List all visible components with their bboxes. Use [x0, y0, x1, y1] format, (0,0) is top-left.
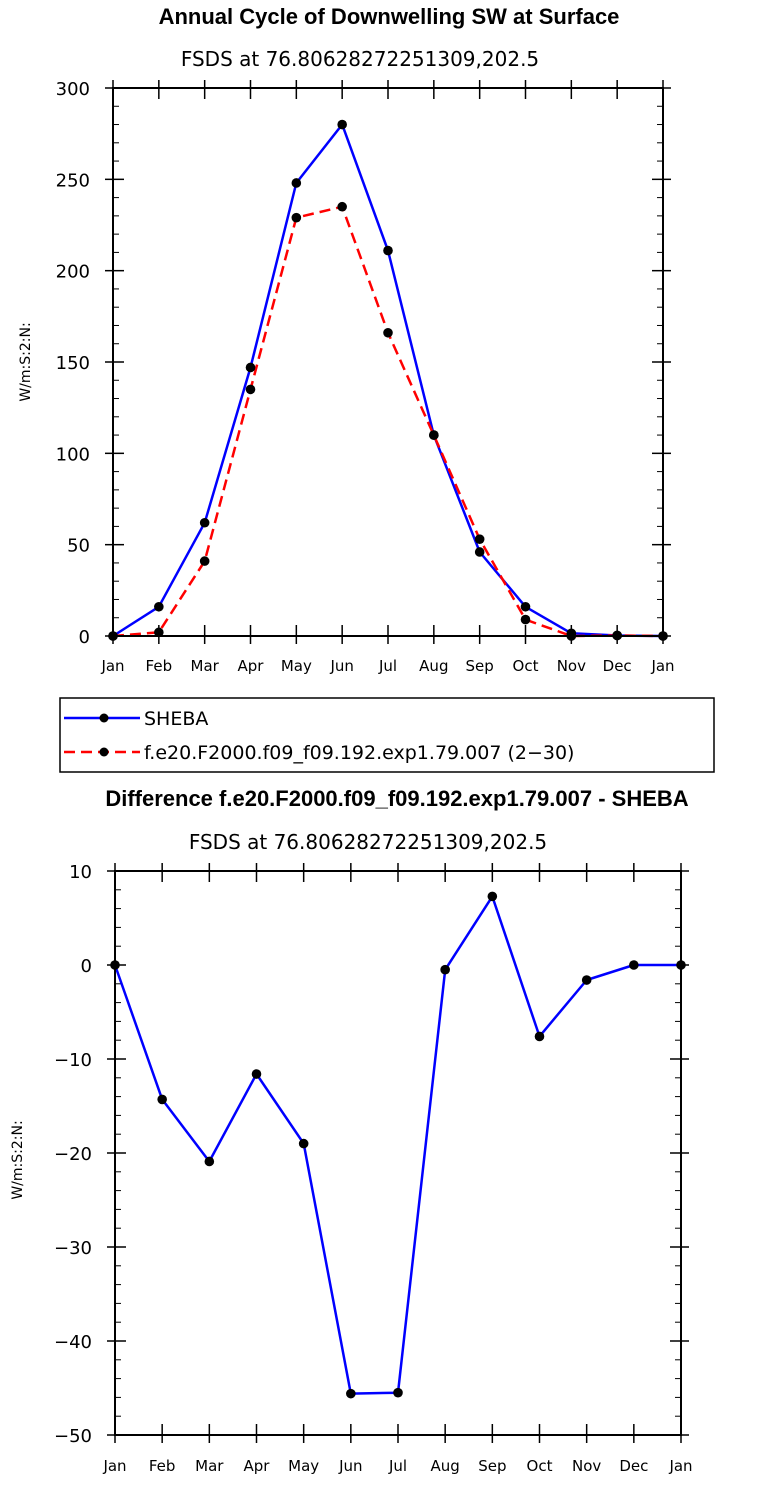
bottom-chart-xtick-label: Feb: [149, 1457, 176, 1475]
bottom-chart-series-0-point: [157, 1094, 167, 1105]
legend-marker-model: [99, 747, 109, 757]
top-chart-xtick-label: Mar: [191, 657, 220, 675]
top-chart-series-0-point: [245, 362, 256, 373]
bottom-chart-y-axis-label: W/m:S:2:N:: [10, 1120, 26, 1199]
legend-box: [59, 697, 715, 773]
top-chart-series-1-point: [520, 614, 531, 625]
bottom-chart-series-0-point: [534, 1031, 545, 1042]
top-chart-xtick-label: Jan: [100, 657, 124, 675]
bottom-chart-xtick-label: Aug: [431, 1457, 460, 1475]
bottom-chart-xtick-label: Jul: [388, 1457, 407, 1475]
top-chart-series-1-point: [199, 556, 210, 566]
top-chart-series-0-point: [337, 119, 347, 130]
bottom-chart-ytick-label: −40: [54, 1332, 92, 1353]
bottom-chart-series-0-point: [251, 1069, 262, 1079]
top-chart-series-0-point: [383, 245, 393, 256]
top-chart-series-1-line: [112, 205, 664, 638]
bottom-chart-xtick-label: Jan: [668, 1457, 692, 1475]
bottom-chart-ytick-label: −20: [54, 1144, 92, 1165]
top-chart-series-1-point: [337, 201, 347, 212]
legend-entry-model: f.e20.F2000.f09_f09.192.exp1.79.007 (2−3…: [64, 742, 574, 764]
bottom-chart-series-0-point: [440, 964, 450, 975]
top-chart-subtitle: FSDS at 76.80628272251309,202.5: [181, 47, 539, 71]
top-chart-series-1-point: [291, 212, 302, 223]
top-chart-xtick-label: Dec: [603, 657, 632, 675]
bottom-chart-xtick-label: May: [288, 1457, 319, 1475]
bottom-chart-series-0-point: [346, 1388, 356, 1399]
bottom-chart-xtick-label: Dec: [619, 1457, 648, 1475]
top-chart-series-1-point: [429, 430, 439, 440]
bottom-chart-frame: [114, 870, 682, 1436]
top-chart-title: Annual Cycle of Downwelling SW at Surfac…: [159, 4, 620, 29]
legend-entry-sheba: SHEBA: [64, 708, 208, 730]
top-chart-xtick-label: Nov: [557, 657, 586, 675]
bottom-chart-series-0-point: [581, 975, 592, 985]
top-chart-series-1-point: [383, 327, 393, 338]
bottom-chart-xtick-label: Oct: [527, 1457, 553, 1475]
top-chart-xtick-label: Oct: [513, 657, 539, 675]
top-chart-xtick-label: Jul: [378, 657, 397, 675]
bottom-chart-ytick-label: 0: [81, 956, 92, 977]
top-chart-series-1-point: [474, 534, 485, 544]
top-chart: Annual Cycle of Downwelling SW at Surfac…: [18, 4, 675, 675]
bottom-chart-title: Difference f.e20.F2000.f09_f09.192.exp1.…: [105, 786, 688, 811]
bottom-chart-xtick-label: Jun: [338, 1457, 362, 1475]
bottom-chart-series-0-point: [204, 1156, 215, 1167]
top-chart-xtick-label: Jun: [329, 657, 353, 675]
bottom-chart-ytick-label: −10: [54, 1050, 92, 1071]
bottom-chart-xtick-label: Jan: [102, 1457, 126, 1475]
top-chart-ytick-label: 100: [56, 444, 90, 465]
bottom-chart-ytick-label: −30: [54, 1238, 92, 1259]
top-chart-series-0-point: [474, 547, 485, 557]
top-chart-xtick-label: Aug: [419, 657, 448, 675]
top-chart-ytick-label: 50: [67, 536, 90, 557]
top-chart-series-0-point: [291, 178, 302, 188]
top-chart-ytick-label: 300: [56, 79, 90, 100]
bottom-chart-series-0-point: [393, 1387, 403, 1398]
top-chart-series-0-point: [520, 601, 531, 612]
top-chart-xtick-label: Jan: [650, 657, 674, 675]
top-chart-ytick-label: 0: [79, 627, 90, 648]
top-chart-series-1-point: [154, 627, 164, 638]
top-chart-series-0-point: [154, 601, 164, 612]
top-chart-plot-area: 0 50 100 150 200 250 300 Jan Feb Mar Apr May Jun Jul A…: [56, 79, 675, 675]
top-chart-frame: [112, 87, 664, 637]
legend: SHEBA f.e20.F2000.f09_f09.192.exp1.79.00…: [59, 697, 715, 773]
top-chart-ytick-label: 250: [56, 170, 90, 191]
legend-marker-sheba: [99, 713, 109, 723]
top-chart-xtick-label: Feb: [146, 657, 173, 675]
top-chart-xtick-label: May: [281, 657, 312, 675]
top-chart-series-0-point: [199, 517, 210, 528]
bottom-chart-subtitle: FSDS at 76.80628272251309,202.5: [189, 830, 547, 854]
top-chart-series-1-point: [245, 384, 256, 395]
bottom-chart-xtick-label: Apr: [244, 1457, 271, 1475]
top-chart-xtick-label: Apr: [238, 657, 265, 675]
bottom-chart-xtick-label: Sep: [478, 1457, 506, 1475]
bottom-chart-xtick-label: Nov: [572, 1457, 601, 1475]
bottom-chart-series-0-point: [298, 1138, 309, 1149]
top-chart-xtick-label: Sep: [466, 657, 494, 675]
top-chart-ytick-label: 200: [56, 262, 90, 283]
bottom-chart-series-0-line: [113, 895, 681, 1395]
bottom-chart-series-0-point: [487, 891, 498, 902]
legend-label-model: f.e20.F2000.f09_f09.192.exp1.79.007 (2−3…: [144, 742, 574, 764]
top-chart-ytick-label: 150: [56, 353, 90, 374]
bottom-chart: Difference f.e20.F2000.f09_f09.192.exp1.…: [10, 786, 693, 1475]
bottom-chart-ytick-label: −50: [54, 1426, 92, 1447]
bottom-chart-plot-area: −50 −40 −30 −20 −10 0 10 Jan Feb Mar Apr May Jun Jul A…: [54, 862, 693, 1475]
bottom-chart-series-0-point: [629, 960, 639, 970]
top-chart-y-axis-label: W/m:S:2:N:: [18, 322, 34, 401]
bottom-chart-xtick-label: Mar: [195, 1457, 224, 1475]
legend-label-sheba: SHEBA: [144, 708, 208, 730]
bottom-chart-ytick-label: 10: [69, 862, 92, 883]
top-chart-series-0-line: [112, 123, 664, 638]
